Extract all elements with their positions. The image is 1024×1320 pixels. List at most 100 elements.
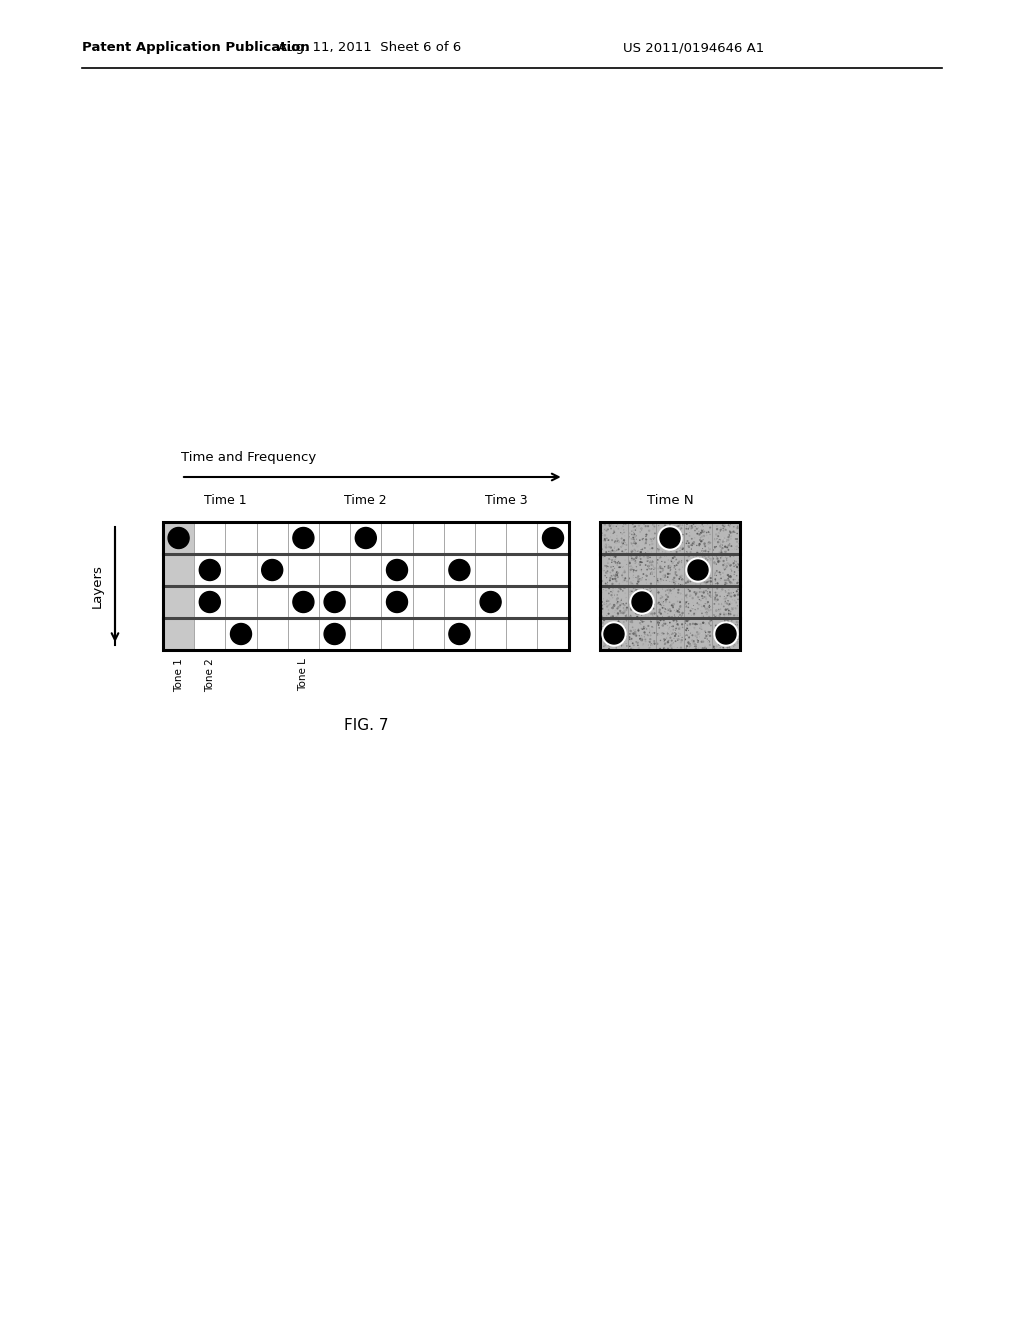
Circle shape [727,574,729,577]
Circle shape [601,541,603,543]
Circle shape [727,583,728,585]
Circle shape [689,561,691,564]
Circle shape [701,550,703,552]
Circle shape [658,632,660,635]
Circle shape [629,639,631,640]
Circle shape [633,591,635,594]
Circle shape [659,556,662,558]
Circle shape [733,528,735,531]
Circle shape [616,557,618,558]
Circle shape [662,569,665,572]
Circle shape [703,605,706,607]
Circle shape [680,614,681,615]
Circle shape [610,554,611,556]
Bar [600,618,628,649]
Circle shape [616,607,618,610]
Circle shape [737,643,738,644]
Circle shape [729,622,730,624]
Circle shape [672,616,673,618]
Circle shape [665,601,667,602]
Circle shape [657,623,659,624]
Circle shape [634,561,636,564]
Circle shape [656,548,658,549]
Circle shape [725,582,727,585]
Circle shape [610,594,612,597]
Circle shape [603,631,605,634]
Circle shape [689,525,691,528]
Circle shape [696,573,698,574]
Circle shape [725,579,727,581]
Circle shape [611,549,613,552]
Circle shape [609,579,611,581]
Circle shape [638,524,640,527]
Circle shape [701,632,702,634]
Bar [443,618,475,649]
Circle shape [642,644,644,647]
Circle shape [686,586,688,589]
Circle shape [624,605,626,606]
Circle shape [737,624,738,626]
Circle shape [625,593,626,594]
Circle shape [624,627,626,630]
Circle shape [735,620,738,623]
Circle shape [724,615,725,616]
Circle shape [663,528,666,531]
Circle shape [727,601,729,602]
Circle shape [726,619,728,620]
Circle shape [606,577,607,578]
Circle shape [687,607,689,609]
Circle shape [701,540,703,541]
Circle shape [728,589,730,590]
Circle shape [623,630,625,631]
Circle shape [622,533,624,535]
Circle shape [634,632,636,634]
Circle shape [717,582,719,585]
Circle shape [726,560,727,561]
Circle shape [649,632,650,634]
Circle shape [634,607,636,610]
Bar [163,586,195,618]
Circle shape [630,570,632,572]
Circle shape [694,612,696,614]
Text: Tone L: Tone L [298,657,308,690]
Circle shape [617,541,620,543]
Circle shape [716,597,718,599]
Circle shape [688,545,690,546]
Circle shape [730,591,732,594]
Bar [475,554,506,586]
Circle shape [632,627,634,628]
Circle shape [725,591,726,593]
Circle shape [670,590,672,591]
Circle shape [697,573,700,576]
Bar [656,554,684,586]
Circle shape [721,603,722,605]
Circle shape [669,537,671,539]
Circle shape [677,638,680,640]
Circle shape [664,638,665,640]
Circle shape [616,612,620,615]
Circle shape [660,528,680,548]
Bar [257,586,288,618]
Circle shape [709,631,711,634]
Circle shape [706,612,708,615]
Circle shape [630,565,632,568]
Circle shape [601,605,603,607]
Circle shape [639,606,641,609]
Circle shape [736,607,738,609]
Circle shape [718,578,720,579]
Circle shape [727,626,729,628]
Circle shape [703,647,706,649]
Circle shape [689,643,691,645]
Circle shape [694,645,695,647]
Circle shape [612,639,614,642]
Circle shape [640,578,642,581]
Circle shape [686,523,688,525]
Circle shape [651,612,653,615]
Circle shape [693,561,696,564]
Circle shape [706,560,708,562]
Circle shape [701,550,703,552]
Circle shape [667,595,669,598]
Circle shape [643,605,644,606]
Circle shape [674,583,676,586]
Circle shape [678,532,680,535]
